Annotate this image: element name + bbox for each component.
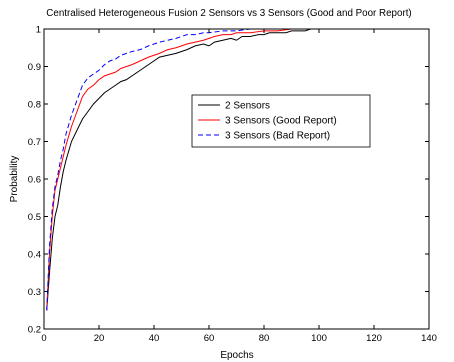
series-line-3 (46, 28, 374, 311)
legend-label-3: 3 Sensors (Bad Report) (225, 131, 330, 142)
y-tick-label: 0.9 (28, 62, 41, 73)
legend-box (191, 94, 371, 148)
legend-label-2: 3 Sensors (Good Report) (225, 116, 337, 127)
legend: 2 Sensors 3 Sensors (Good Report) 3 Sensor… (191, 94, 371, 148)
plot-area (44, 29, 429, 329)
series-layer (46, 28, 374, 311)
x-tick-label: 60 (204, 333, 215, 344)
plot-background (44, 29, 429, 329)
y-axis-title: Probability (9, 156, 20, 203)
y-tick-label: 0.8 (28, 100, 41, 111)
x-tick-label: 20 (94, 333, 105, 344)
x-tick-label: 0 (41, 333, 46, 344)
y-tick-label: 1 (36, 25, 41, 36)
legend-label-1: 2 Sensors (225, 101, 270, 112)
x-tick-label: 40 (149, 333, 160, 344)
y-tick-label: 0.6 (28, 175, 41, 186)
series-line-2 (46, 28, 374, 311)
y-tick-label: 0.2 (28, 325, 41, 336)
y-tick-label: 0.3 (28, 287, 41, 298)
x-tick-label: 120 (366, 333, 382, 344)
x-tick-label: 80 (259, 333, 270, 344)
x-tick-label: 100 (311, 333, 327, 344)
series-line-1 (46, 28, 374, 311)
y-tick-label: 0.5 (28, 212, 41, 223)
x-tick-label: 140 (421, 333, 437, 344)
x-axis-title: Epochs (220, 350, 253, 361)
chart-title: Centralised Heterogeneous Fusion 2 Senso… (46, 8, 411, 19)
y-tick-label: 0.7 (28, 137, 41, 148)
ticks-layer: 0 20 40 60 80 100 120 140 0.2 0.3 0.4 0.5 0.6 0.7 0.8 0… (28, 25, 437, 345)
y-tick-label: 0.4 (28, 250, 41, 261)
